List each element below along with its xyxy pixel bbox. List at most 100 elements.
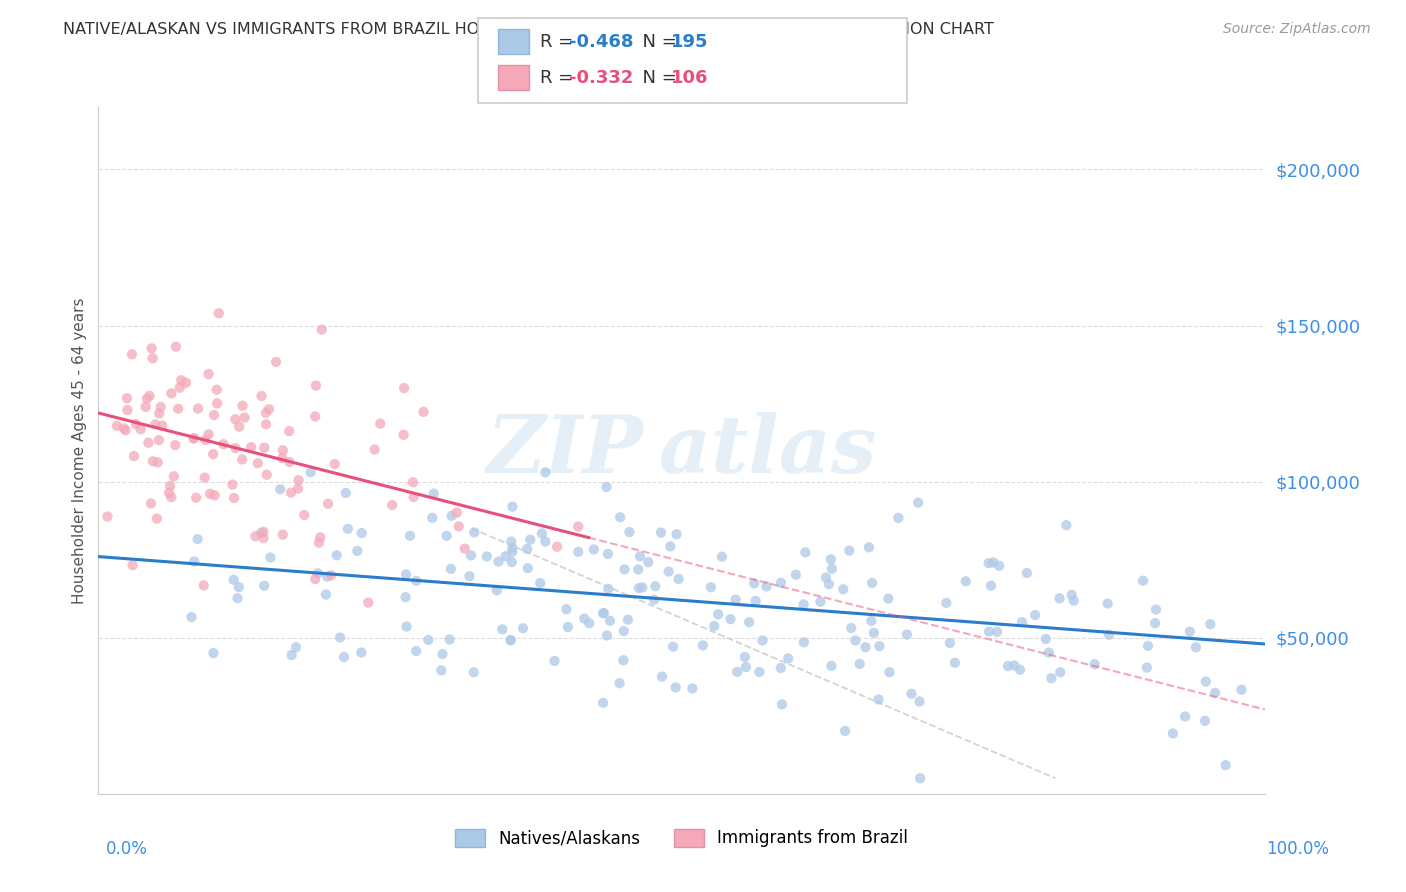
Point [567, 545, 589, 559]
Point [183, 431, 205, 445]
Point [315, 588, 337, 602]
Point [105, 418, 128, 433]
Point [1185, 640, 1208, 655]
Point [180, 610, 202, 624]
Point [980, 579, 1002, 593]
Point [412, 405, 434, 419]
Point [224, 412, 246, 426]
Point [596, 547, 619, 561]
Point [432, 647, 454, 661]
Point [1195, 674, 1218, 689]
Point [422, 486, 444, 500]
Point [977, 624, 1000, 639]
Point [1084, 657, 1107, 672]
Point [659, 540, 682, 554]
Point [142, 454, 165, 468]
Point [252, 524, 274, 539]
Point [392, 427, 415, 442]
Point [848, 657, 870, 671]
Point [231, 452, 253, 467]
Point [287, 473, 309, 487]
Point [193, 578, 215, 592]
Point [197, 427, 219, 442]
Point [593, 607, 616, 621]
Point [877, 591, 900, 606]
Point [838, 543, 860, 558]
Point [394, 590, 416, 604]
Point [205, 396, 228, 410]
Point [592, 606, 614, 620]
Point [896, 627, 918, 641]
Point [304, 572, 326, 586]
Point [139, 496, 162, 510]
Point [167, 401, 190, 416]
Point [555, 602, 578, 616]
Point [1215, 758, 1237, 772]
Point [997, 659, 1019, 673]
Point [619, 525, 641, 540]
Point [136, 392, 159, 406]
Point [977, 556, 1000, 570]
Point [592, 696, 614, 710]
Point [769, 661, 792, 675]
Point [908, 771, 931, 786]
Point [501, 541, 523, 555]
Point [869, 639, 891, 653]
Point [395, 567, 418, 582]
Point [839, 621, 862, 635]
Text: 106: 106 [671, 69, 709, 87]
Point [299, 466, 322, 480]
Point [226, 591, 249, 606]
Point [183, 554, 205, 568]
Point [703, 619, 725, 633]
Point [981, 556, 1004, 570]
Point [855, 640, 877, 655]
Point [1035, 632, 1057, 646]
Point [228, 580, 250, 594]
Point [169, 381, 191, 395]
Point [900, 687, 922, 701]
Point [793, 635, 815, 649]
Point [1098, 628, 1121, 642]
Point [439, 632, 461, 647]
Point [114, 423, 136, 437]
Point [254, 406, 277, 420]
Point [259, 550, 281, 565]
Point [770, 698, 793, 712]
Point [1230, 682, 1253, 697]
Y-axis label: Householder Income Ages 45 - 64 years: Householder Income Ages 45 - 64 years [72, 297, 87, 604]
Point [316, 497, 339, 511]
Point [887, 511, 910, 525]
Point [1040, 671, 1063, 685]
Point [939, 636, 962, 650]
Point [292, 508, 315, 522]
Point [1136, 660, 1159, 674]
Point [519, 533, 541, 547]
Point [596, 628, 619, 642]
Point [742, 576, 765, 591]
Text: -0.332: -0.332 [569, 69, 634, 87]
Point [287, 482, 309, 496]
Point [820, 658, 842, 673]
Point [323, 457, 346, 471]
Point [208, 306, 231, 320]
Point [613, 562, 636, 576]
Point [160, 490, 183, 504]
Point [183, 432, 205, 446]
Point [149, 400, 172, 414]
Point [463, 665, 485, 680]
Point [512, 621, 534, 635]
Point [440, 508, 463, 523]
Point [863, 625, 886, 640]
Point [194, 470, 217, 484]
Point [1204, 686, 1226, 700]
Point [735, 660, 758, 674]
Point [955, 574, 977, 589]
Point [231, 399, 253, 413]
Point [399, 529, 422, 543]
Point [1199, 617, 1222, 632]
Point [1063, 593, 1085, 607]
Point [271, 451, 294, 466]
Point [794, 545, 817, 559]
Point [202, 447, 225, 461]
